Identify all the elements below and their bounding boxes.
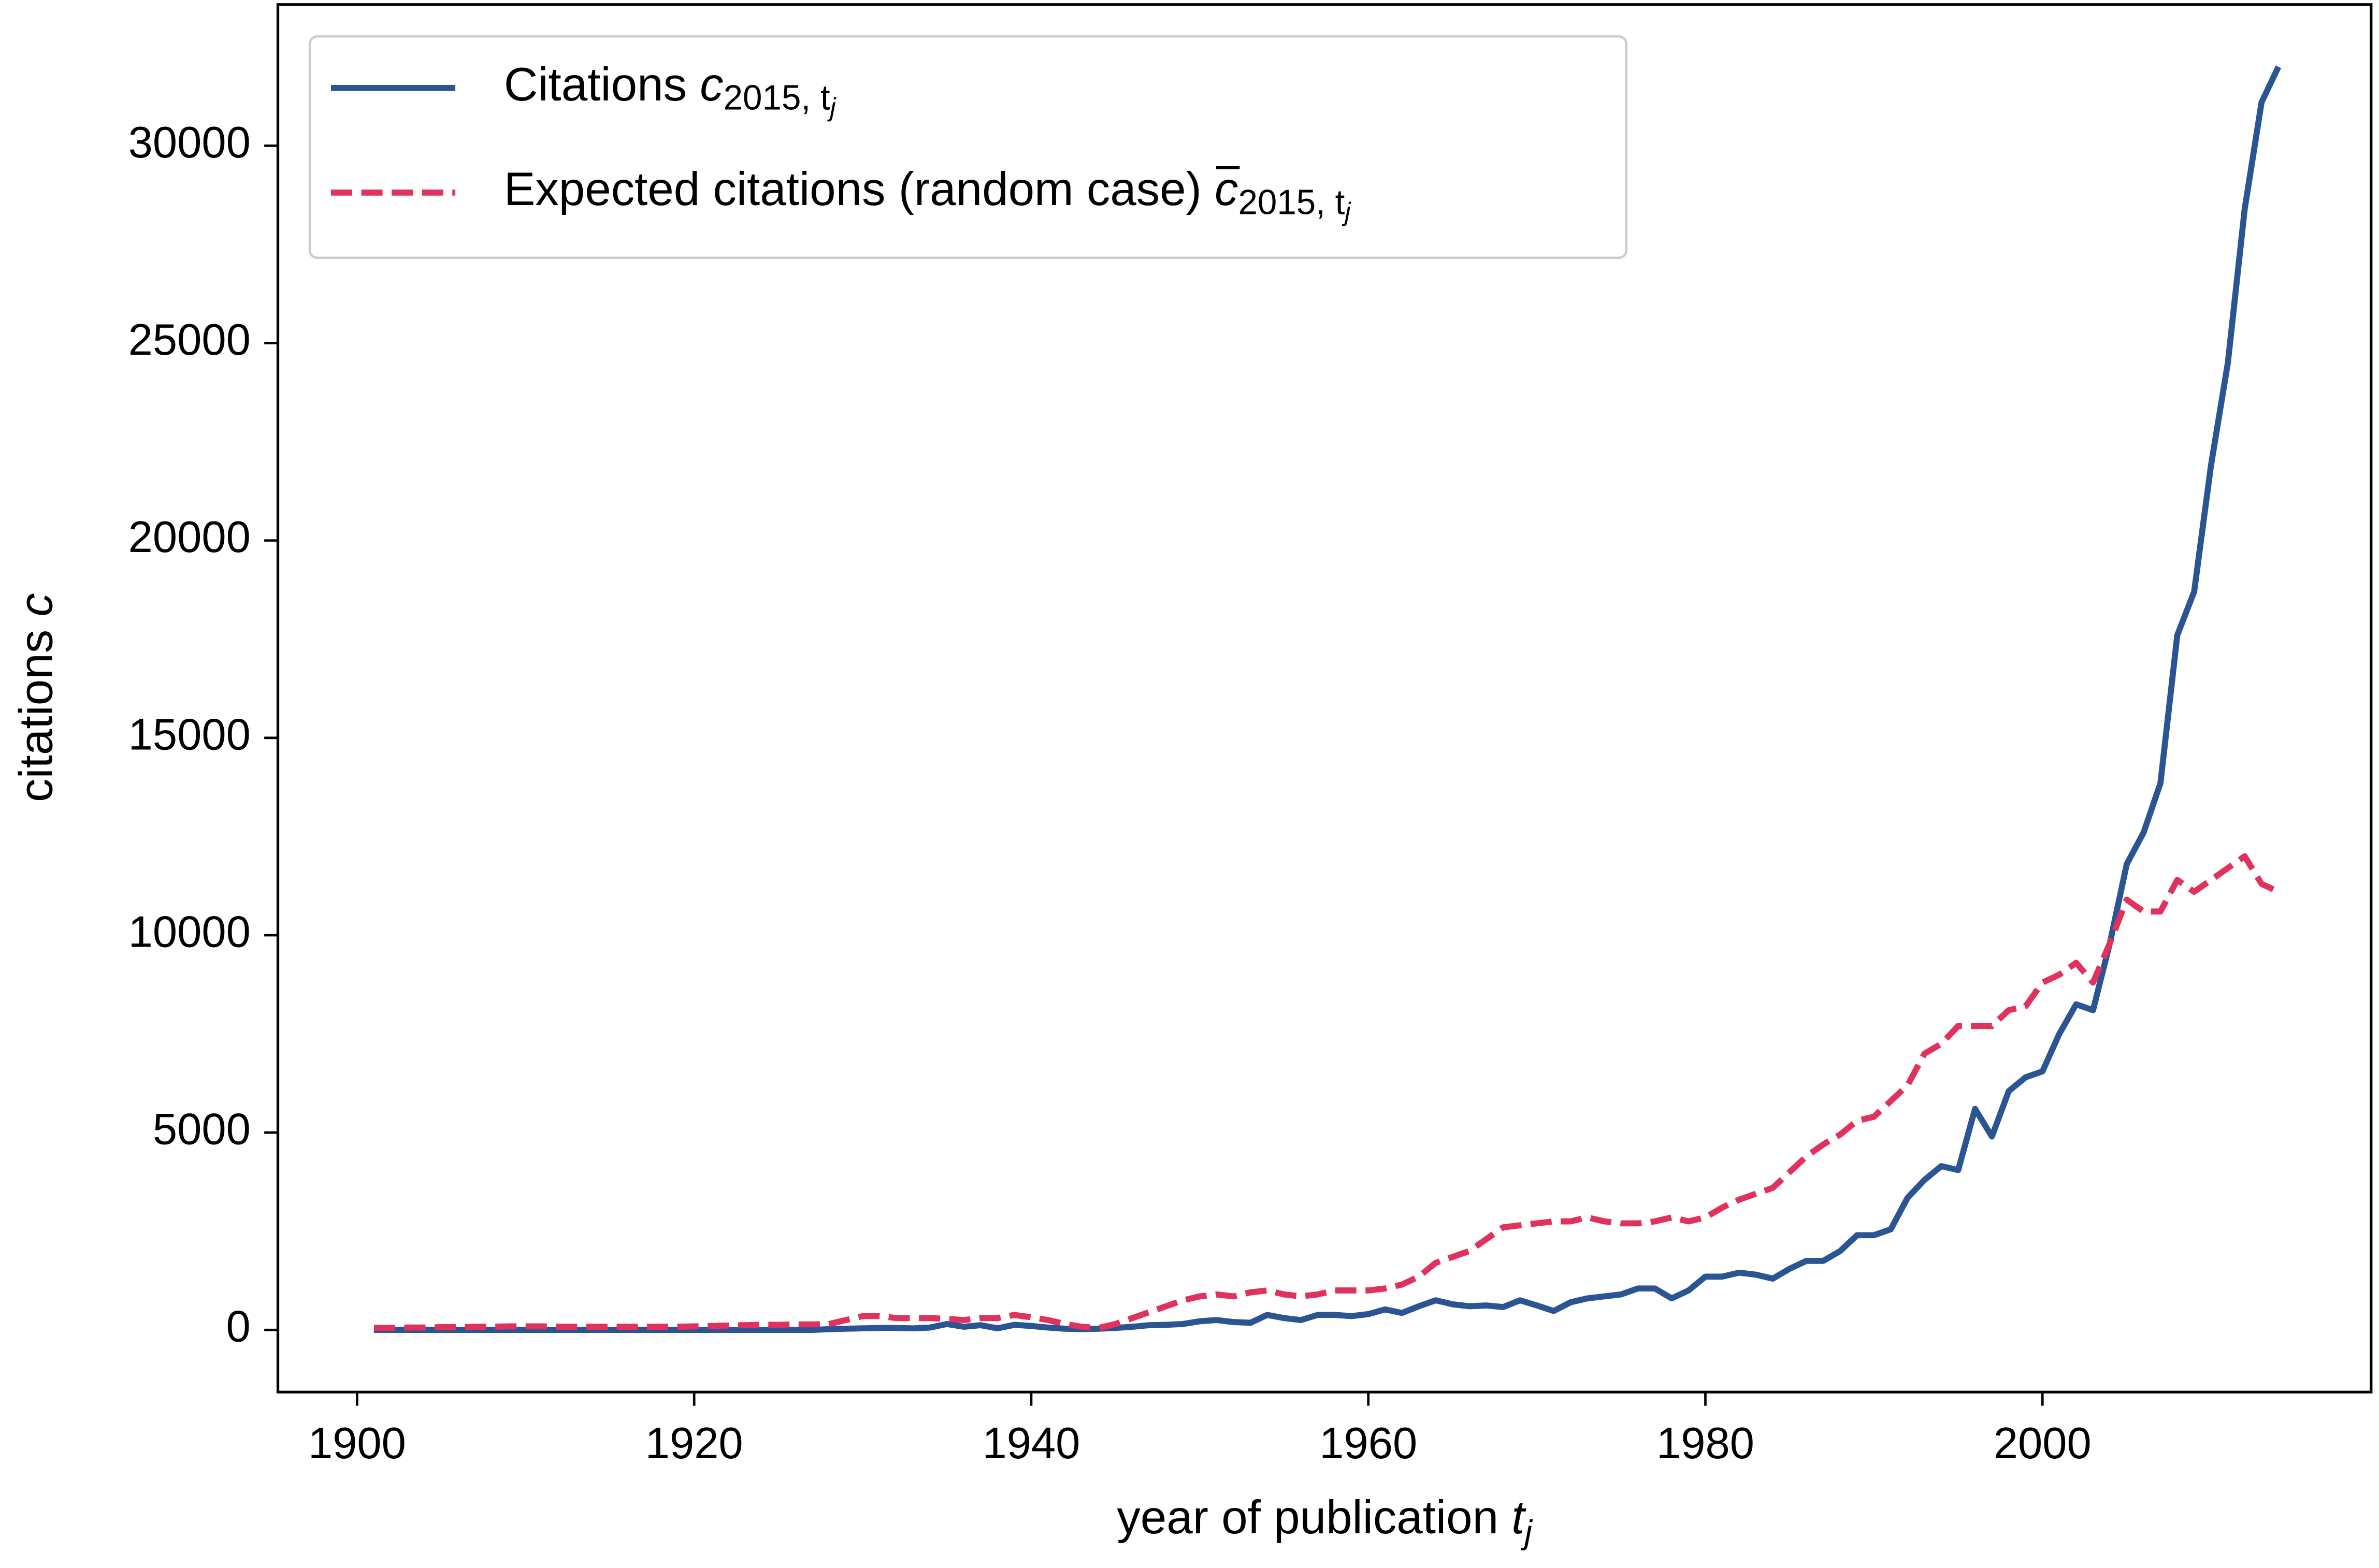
legend-label: Citations c2015, tj	[504, 59, 837, 122]
x-label-symbol: t	[1511, 1491, 1526, 1544]
y-tick-label: 20000	[128, 512, 251, 561]
y-tick-label: 10000	[128, 907, 251, 956]
plot-frame	[276, 3, 2373, 1393]
series-line	[373, 853, 2280, 1331]
legend-box	[308, 35, 1628, 259]
legend-name: Expected citations (random case)	[504, 163, 1202, 215]
x-tick-label: 1920	[645, 1418, 743, 1468]
legend-subscript: 2015, t	[1238, 183, 1345, 222]
x-tick-label: 1980	[1656, 1418, 1754, 1468]
y-tick-label: 25000	[128, 315, 251, 364]
y-axis-label: citations c	[10, 593, 63, 802]
x-tick-label: 1960	[1319, 1418, 1417, 1468]
x-tick-label: 1940	[983, 1418, 1080, 1468]
y-tick-label: 0	[226, 1302, 251, 1351]
x-axis-label: year of publication tj	[1117, 1491, 1533, 1550]
y-tick-label: 30000	[128, 118, 251, 167]
y-label-symbol: c	[10, 593, 63, 616]
legend-name: Citations	[504, 59, 687, 111]
legend-label: Expected citations (random case) c2015, …	[504, 163, 1352, 226]
y-label-text: citations	[10, 630, 63, 802]
y-tick-label: 5000	[153, 1105, 251, 1154]
legend-subscript: 2015, t	[724, 78, 830, 117]
series-line	[373, 65, 2282, 1333]
x-tick-label: 1900	[308, 1418, 406, 1468]
x-tick-label: 2000	[1994, 1418, 2092, 1468]
y-tick-label: 15000	[128, 709, 251, 759]
x-label-text: year of publication	[1117, 1491, 1498, 1544]
legend-symbol: c	[700, 59, 723, 111]
legend-symbol: c	[1215, 163, 1238, 215]
